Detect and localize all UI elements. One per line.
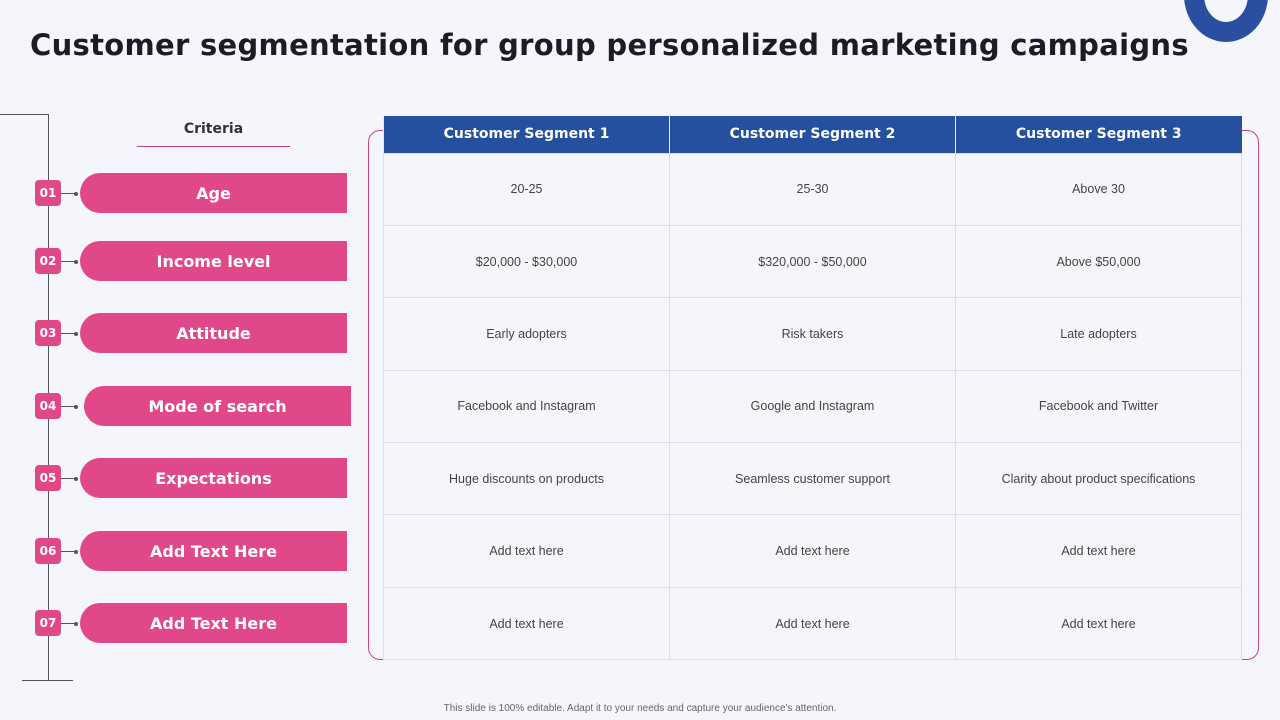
footer-note: This slide is 100% editable. Adapt it to…	[443, 703, 837, 714]
table-cell: Add text here	[955, 514, 1242, 588]
table-row: $20,000 - $30,000 $320,000 - $50,000 Above…	[383, 224, 1242, 299]
table-cell: Risk takers	[669, 297, 956, 371]
table-row: Add text here Add text here Add text here	[383, 586, 1242, 661]
decorative-ring	[1184, 0, 1268, 42]
step-number-badge: 04	[35, 393, 61, 419]
step-number-badge: 01	[35, 180, 61, 206]
table-cell: Google and Instagram	[669, 369, 956, 444]
step-number-badge: 06	[35, 538, 61, 564]
connector-dot	[74, 191, 78, 196]
table-cell: Above $50,000	[955, 224, 1242, 299]
table-row: 20-25 25-30 Above 30	[383, 152, 1242, 226]
table-cell: Add text here	[955, 586, 1242, 661]
connector-line	[61, 551, 75, 552]
table-row: Add text here Add text here Add text here	[383, 514, 1242, 588]
slide-title: Customer segmentation for group personal…	[30, 28, 1189, 62]
connector-dot	[74, 259, 78, 264]
step-number-badge: 05	[35, 465, 61, 491]
criteria-pill: Add Text Here	[80, 603, 347, 643]
table-cell: 25-30	[669, 152, 956, 226]
table-cell: Late adopters	[955, 297, 1242, 371]
timeline-bottom-line	[22, 680, 73, 681]
criteria-pill: Mode of search	[84, 386, 351, 426]
step-number-badge: 02	[35, 248, 61, 274]
criteria-heading: Criteria	[183, 121, 244, 137]
criteria-pill: Add Text Here	[80, 531, 347, 571]
criteria-pill: Income level	[80, 241, 347, 281]
connector-dot	[74, 404, 78, 409]
segment-table: Customer Segment 1 Customer Segment 2 Cust…	[383, 116, 1242, 661]
connector-line	[61, 333, 75, 334]
connector-dot	[74, 331, 78, 336]
table-cell: Above 30	[955, 152, 1242, 226]
column-header: Customer Segment 2	[669, 116, 956, 153]
table-header-row: Customer Segment 1 Customer Segment 2 Cust…	[383, 116, 1242, 153]
criteria-pill: Age	[80, 173, 347, 213]
table-cell: Facebook and Twitter	[955, 369, 1242, 444]
criteria-underline	[137, 146, 290, 147]
connector-dot	[74, 476, 78, 481]
table-cell: Facebook and Instagram	[383, 369, 670, 444]
table-cell: Add text here	[383, 514, 670, 588]
table-cell: Huge discounts on products	[383, 442, 670, 516]
table-row: Facebook and Instagram Google and Instagr…	[383, 369, 1242, 444]
table-row: Early adopters Risk takers Late adopters	[383, 297, 1242, 371]
table-cell: Early adopters	[383, 297, 670, 371]
step-number-badge: 07	[35, 610, 61, 636]
connector-dot	[74, 549, 78, 554]
criteria-pill: Attitude	[80, 313, 347, 353]
table-cell: 20-25	[383, 152, 670, 226]
table-cell: Clarity about product specifications	[955, 442, 1242, 516]
table-cell: Seamless customer support	[669, 442, 956, 516]
step-number-badge: 03	[35, 320, 61, 346]
connector-line	[61, 406, 75, 407]
table-cell: Add text here	[383, 586, 670, 661]
column-header: Customer Segment 3	[955, 116, 1242, 153]
table-cell: Add text here	[669, 514, 956, 588]
table-cell: $320,000 - $50,000	[669, 224, 956, 299]
column-header: Customer Segment 1	[383, 116, 670, 153]
connector-line	[61, 623, 75, 624]
table-cell: $20,000 - $30,000	[383, 224, 670, 299]
connector-line	[61, 478, 75, 479]
table-cell: Add text here	[669, 586, 956, 661]
timeline-top-line	[0, 114, 48, 115]
connector-line	[61, 193, 75, 194]
connector-dot	[74, 621, 78, 626]
criteria-pill: Expectations	[80, 458, 347, 498]
connector-line	[61, 261, 75, 262]
table-row: Huge discounts on products Seamless custo…	[383, 442, 1242, 516]
